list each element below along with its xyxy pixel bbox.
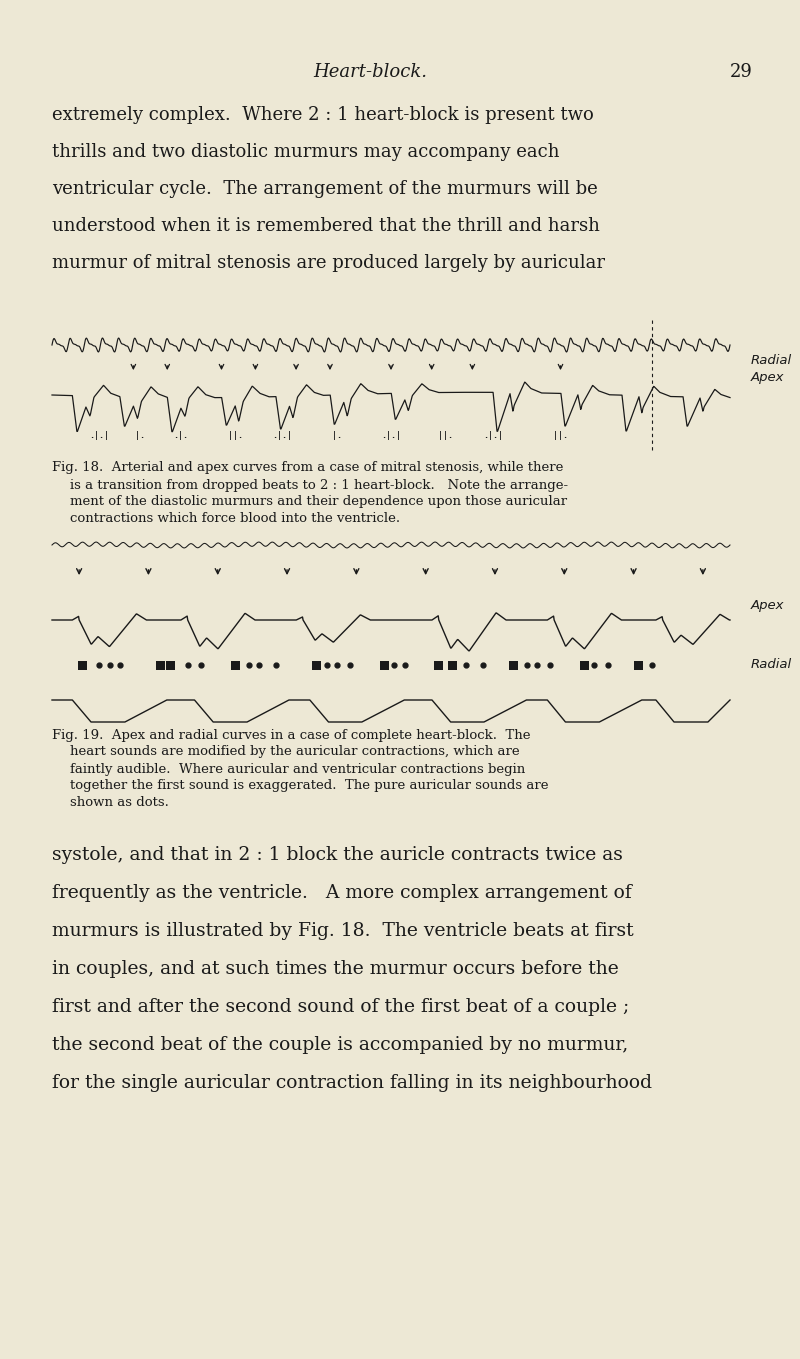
Bar xyxy=(156,660,165,670)
Text: contractions which force blood into the ventricle.: contractions which force blood into the … xyxy=(70,512,400,526)
Text: murmurs is illustrated by Fig. 18.  The ventricle beats at first: murmurs is illustrated by Fig. 18. The v… xyxy=(52,921,634,940)
Text: frequently as the ventricle.   A more complex arrangement of: frequently as the ventricle. A more comp… xyxy=(52,883,632,902)
Text: ||.: ||. xyxy=(438,431,453,439)
Text: 29: 29 xyxy=(730,63,753,82)
Text: ||.: ||. xyxy=(227,431,242,439)
Bar xyxy=(312,660,321,670)
Bar xyxy=(166,660,175,670)
Bar xyxy=(634,660,643,670)
Text: |.: |. xyxy=(332,431,342,439)
Bar xyxy=(434,660,443,670)
Text: thrills and two diastolic murmurs may accompany each: thrills and two diastolic murmurs may ac… xyxy=(52,143,559,160)
Text: together the first sound is exaggerated.  The pure auricular sounds are: together the first sound is exaggerated.… xyxy=(70,780,549,792)
Text: first and after the second sound of the first beat of a couple ;: first and after the second sound of the … xyxy=(52,998,630,1017)
Text: extremely complex.  Where 2 : 1 heart-block is present two: extremely complex. Where 2 : 1 heart-blo… xyxy=(52,106,594,124)
Text: Apex: Apex xyxy=(751,371,785,385)
Bar xyxy=(380,660,389,670)
Text: for the single auricular contraction falling in its neighbourhood: for the single auricular contraction fal… xyxy=(52,1074,652,1093)
Text: |.: |. xyxy=(135,431,145,439)
Text: is a transition from dropped beats to 2 : 1 heart-block.   Note the arrange-: is a transition from dropped beats to 2 … xyxy=(70,478,568,492)
Bar xyxy=(230,660,239,670)
Text: systole, and that in 2 : 1 block the auricle contracts twice as: systole, and that in 2 : 1 block the aur… xyxy=(52,847,623,864)
Text: Heart-block.: Heart-block. xyxy=(313,63,427,82)
Text: Fig. 19.  Apex and radial curves in a case of complete heart-block.  The: Fig. 19. Apex and radial curves in a cas… xyxy=(52,728,530,742)
Text: .|.|: .|.| xyxy=(273,431,293,439)
Text: .|.|: .|.| xyxy=(482,431,502,439)
Text: in couples, and at such times the murmur occurs before the: in couples, and at such times the murmur… xyxy=(52,959,618,978)
Text: .|.|: .|.| xyxy=(381,431,401,439)
Text: shown as dots.: shown as dots. xyxy=(70,796,169,810)
Text: Apex: Apex xyxy=(751,598,785,612)
Text: ||.: ||. xyxy=(553,431,568,439)
Text: .|.: .|. xyxy=(174,431,188,439)
Text: ment of the diastolic murmurs and their dependence upon those auricular: ment of the diastolic murmurs and their … xyxy=(70,496,567,508)
Bar xyxy=(78,660,87,670)
Text: ventricular cycle.  The arrangement of the murmurs will be: ventricular cycle. The arrangement of th… xyxy=(52,179,598,198)
Text: the second beat of the couple is accompanied by no murmur,: the second beat of the couple is accompa… xyxy=(52,1036,628,1055)
Text: understood when it is remembered that the thrill and harsh: understood when it is remembered that th… xyxy=(52,217,600,235)
Text: Fig. 18.  Arterial and apex curves from a case of mitral stenosis, while there: Fig. 18. Arterial and apex curves from a… xyxy=(52,462,563,474)
Text: murmur of mitral stenosis are produced largely by auricular: murmur of mitral stenosis are produced l… xyxy=(52,254,605,272)
Text: heart sounds are modified by the auricular contractions, which are: heart sounds are modified by the auricul… xyxy=(70,746,520,758)
Text: .|.|: .|.| xyxy=(90,431,110,439)
Text: Radial: Radial xyxy=(751,353,792,367)
Text: Radial: Radial xyxy=(751,659,792,671)
Bar xyxy=(509,660,518,670)
Bar xyxy=(447,660,457,670)
Text: faintly audible.  Where auricular and ventricular contractions begin: faintly audible. Where auricular and ven… xyxy=(70,762,526,776)
Bar xyxy=(580,660,589,670)
